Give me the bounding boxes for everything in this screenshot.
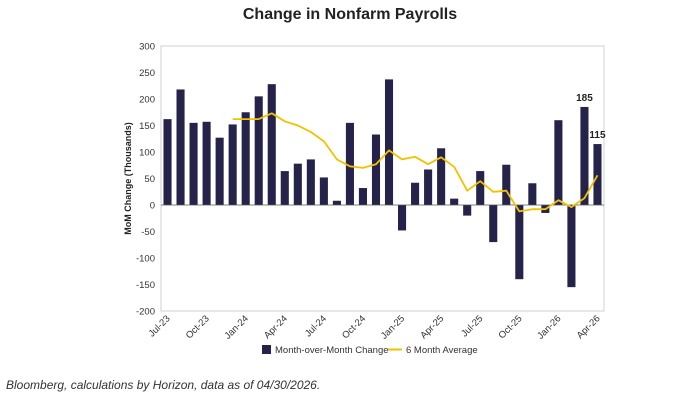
bar-Jul-23 <box>163 119 172 205</box>
bar-Aug-25 <box>489 205 498 243</box>
bar-May-24 <box>293 163 302 205</box>
bar-Feb-25 <box>411 182 420 205</box>
bar-Dec-24 <box>384 79 394 205</box>
bar-Dec-23 <box>228 124 237 205</box>
bar-Jan-26 <box>554 120 563 205</box>
bar-Oct-23 <box>202 121 211 205</box>
chart-title: Change in Nonfarm Payrolls <box>242 6 458 23</box>
bar-Jun-25 <box>463 205 472 216</box>
bar-Sep-24 <box>345 122 354 205</box>
bar-Nov-23 <box>215 137 224 205</box>
y-tick-label: 200 <box>139 95 155 106</box>
x-tick-label: Jul-25 <box>459 313 485 339</box>
six-month-average-line <box>232 112 599 213</box>
legend-swatch-mom <box>262 345 271 354</box>
source-footnote: Bloomberg, calculations by Horizon, data… <box>6 378 321 392</box>
bar-Aug-24 <box>332 200 341 205</box>
x-tick-label: Oct-24 <box>340 313 368 341</box>
bar-Apr-24 <box>280 171 289 205</box>
bar-Aug-23 <box>176 89 185 205</box>
data-label-Apr-26: 115 <box>589 130 606 141</box>
bar-Nov-24 <box>371 134 381 205</box>
x-tick-label: Jan-26 <box>535 313 563 341</box>
x-tick-label: Jan-25 <box>379 313 407 341</box>
bar-Mar-26 <box>580 106 589 205</box>
x-tick-label: Oct-25 <box>496 313 524 341</box>
bar-Nov-25 <box>528 183 537 205</box>
bar-Jan-24 <box>241 112 250 205</box>
y-tick-label: 150 <box>139 121 155 132</box>
x-tick-label: Jul-24 <box>303 313 329 339</box>
bar-Mar-25 <box>424 169 433 205</box>
bar-Mar-24 <box>267 84 276 205</box>
bar-Jan-25 <box>398 205 407 231</box>
y-tick-label: -200 <box>136 307 155 318</box>
y-tick-label: -100 <box>136 254 155 265</box>
bar-Feb-26 <box>567 205 576 288</box>
y-tick-label: 300 <box>139 42 155 53</box>
bar-Feb-24 <box>254 96 263 205</box>
y-tick-label: -150 <box>136 280 155 291</box>
x-tick-label: Oct-23 <box>184 313 212 341</box>
y-axis-title: MoM Change (Thousands) <box>123 122 133 235</box>
bar-Apr-26 <box>593 144 602 205</box>
x-tick-label: Apr-24 <box>262 313 290 341</box>
bar-Jul-24 <box>319 177 328 205</box>
bar-Oct-25 <box>515 205 524 280</box>
bar-Oct-24 <box>358 188 367 205</box>
plot-frame <box>160 45 605 312</box>
y-tick-label: 0 <box>150 201 155 212</box>
y-tick-label: 50 <box>144 174 155 185</box>
x-tick-label: Jan-24 <box>222 313 250 341</box>
bar-Sep-23 <box>189 122 198 205</box>
y-tick-label: 250 <box>139 68 155 79</box>
data-label-Mar-26: 185 <box>576 93 593 104</box>
legend-label-mom: Month-over-Month Change <box>275 345 389 356</box>
bar-Sep-25 <box>502 164 511 205</box>
y-tick-label: 100 <box>139 148 155 159</box>
bar-May-25 <box>450 198 459 205</box>
bar-Apr-25 <box>437 148 446 205</box>
bar-Jun-24 <box>306 159 315 205</box>
x-tick-label: Apr-25 <box>418 313 446 341</box>
y-tick-label: -50 <box>141 227 155 238</box>
x-tick-label: Apr-26 <box>575 313 603 341</box>
legend-label-avg: 6 Month Average <box>406 345 478 356</box>
bar-Jul-25 <box>476 171 485 205</box>
